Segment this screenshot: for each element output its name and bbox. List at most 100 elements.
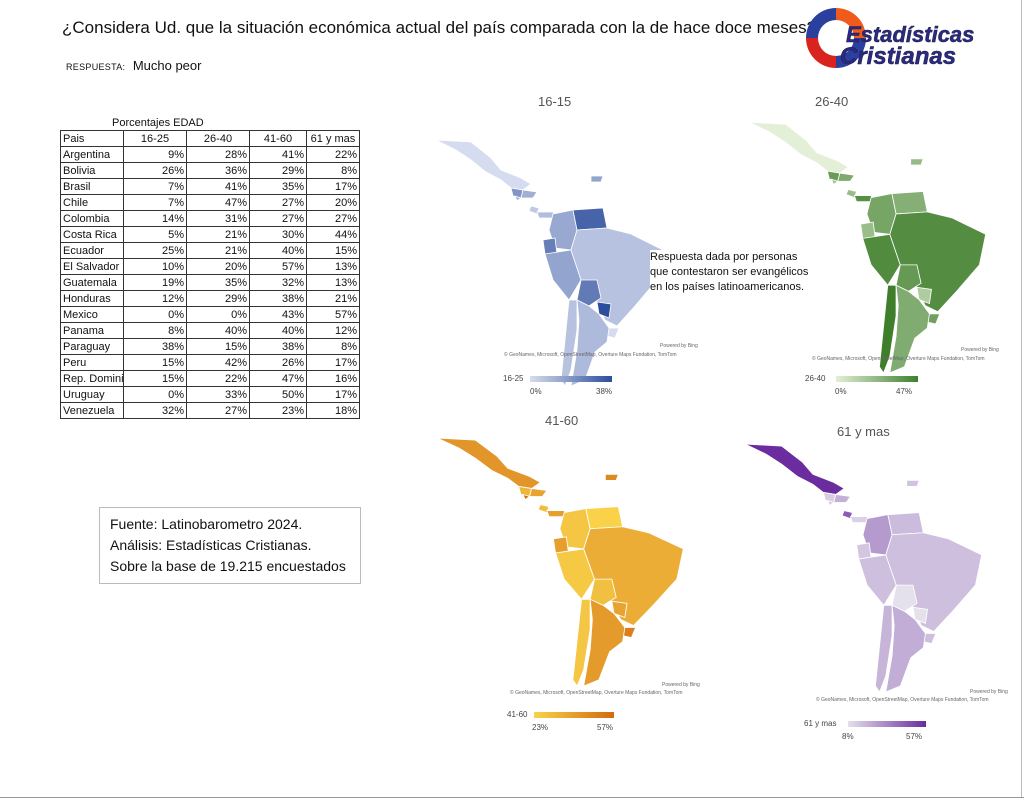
percentage-cell: 41% [186,178,250,195]
map-16-25 [435,139,664,387]
column-header: 61 y mas [306,130,360,147]
percentage-cell: 7% [123,178,187,195]
map-region-honduras [520,189,538,199]
percentage-cell: 28% [186,146,250,163]
percentage-cell: 15% [306,242,360,259]
table-row: Panama 8% 40% 40% 12% [60,322,360,339]
map-region-peru [862,233,901,286]
percentage-cell: 20% [186,258,250,275]
map-credit-powered: Powered by Bing [970,689,1008,695]
table-row: Honduras 12% 29% 38% 21% [60,290,360,307]
country-cell: Mexico [60,306,124,323]
map-region-mexico [745,443,845,495]
legend-color-bar [836,376,918,382]
percentage-cell: 40% [186,322,250,339]
map-region-brasil [583,526,684,627]
table-row: Paraguay 38% 15% 38% 8% [60,338,360,355]
percentage-cell: 40% [249,322,307,339]
map-region-paraguay [912,606,928,625]
map-region-venezuela [572,207,608,231]
legend-max: 57% [597,723,614,732]
percentage-cell: 35% [186,274,250,291]
percentage-cell: 22% [186,370,250,387]
country-cell: Guatemala [60,274,124,291]
percentage-cell: 15% [186,338,250,355]
table-row: Ecuador 25% 21% 40% 15% [60,242,360,259]
map-region-brasil [885,532,983,633]
map-region-venezuela [887,512,924,536]
estadisticas-cristianas-logo: Estadísticas Cristianas [806,8,975,70]
table-row: Uruguay 0% 33% 50% 17% [60,386,360,403]
map-title: 61 y mas [837,424,890,439]
percentage-cell: 38% [249,338,307,355]
legend-title: 16-25 [503,374,524,383]
map-region-honduras [833,494,852,503]
legend-title: 61 y mas [804,719,837,728]
legend-title: 41-60 [507,710,528,719]
map-title: 16-15 [538,94,572,109]
percentage-cell: 27% [306,210,360,227]
map-region-chile [874,604,893,693]
map-region-peru [858,554,897,607]
map-region-ecuador [552,536,569,554]
country-cell: El Salvador [60,258,124,275]
map-credit-powered: Powered by Bing [660,343,698,349]
map-41-60 [437,437,684,687]
map-region-bolivia [891,584,918,612]
map-region-argentina [570,299,610,387]
percentage-cell: 9% [123,146,187,163]
percentage-cell: 33% [186,386,250,403]
table-row: Peru 15% 42% 26% 17% [60,354,360,371]
percentage-cell: 14% [123,210,187,227]
percentage-cell: 27% [249,210,307,227]
column-header: Pais [60,130,124,147]
source-line-1: Fuente: Latinobarometro 2024. [110,516,303,532]
age-percentage-table: Pais 16-25 26-40 41-60 61 y mas Argentina 9% 2… [60,130,360,419]
legend-min: 0% [530,387,542,396]
percentage-cell: 21% [306,290,360,307]
table-row: Chile 7% 47% 27% 20% [60,194,360,211]
response-value: Mucho peor [132,58,202,73]
map-region-chile [878,284,897,374]
map-region-bolivia [895,264,922,292]
percentage-cell: 7% [123,194,187,211]
map-region-rep-dominicana [910,158,924,166]
map-panel-61-y-mas: 61 y mas Powered by Bing © GeoNames, Mic… [712,414,1018,754]
country-cell: Rep. Dominicana [60,370,124,387]
percentage-cell: 42% [186,354,250,371]
country-cell: Uruguay [60,386,124,403]
percentage-cell: 29% [186,290,250,307]
map-region-costa-rica [537,504,550,514]
map-region-argentina [583,598,626,687]
survey-question: ¿Considera Ud. que la situación económic… [62,18,817,37]
percentage-cell: 23% [249,402,307,419]
map-region-el-salvador [522,493,531,501]
map-region-argentina [889,284,930,374]
percentage-cell: 21% [186,226,250,243]
percentage-cell: 40% [249,242,307,259]
percentage-cell: 27% [186,402,250,419]
table-row: Rep. Dominicana15%22%47%16% [60,370,360,387]
percentage-cell: 19% [123,274,187,291]
country-cell: Bolivia [60,162,124,179]
map-region-venezuela [585,506,624,530]
source-line-3: Sobre la base de 19.215 encuestados [110,558,346,574]
legend-min: 23% [532,723,549,732]
country-cell: Panama [60,322,124,339]
table-row: Argentina 9% 28% 41% 22% [60,146,360,163]
frame-right-line [1021,0,1022,797]
map-region-paraguay [596,301,612,319]
percentage-cell: 15% [123,354,187,371]
map-26-40 [749,121,987,374]
country-cell: Argentina [60,146,124,163]
percentage-cell: 47% [249,370,307,387]
percentage-cell: 17% [306,386,360,403]
legend-color-bar [534,712,614,718]
percentage-cell: 31% [186,210,250,227]
country-cell: Paraguay [60,338,124,355]
country-cell: Ecuador [60,242,124,259]
percentage-cell: 38% [123,338,187,355]
percentage-cell: 47% [186,194,250,211]
percentage-cell: 22% [306,146,360,163]
percentage-cell: 8% [123,322,187,339]
